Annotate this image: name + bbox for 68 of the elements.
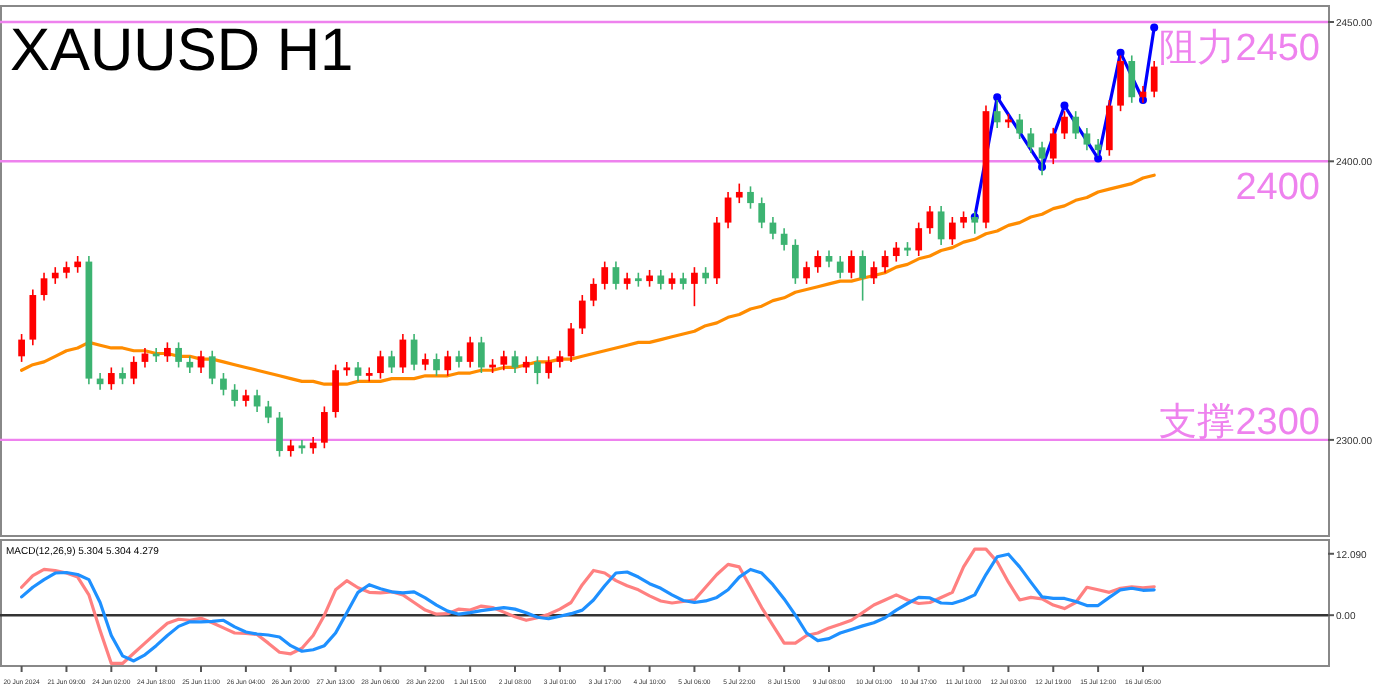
candlestick (780, 227, 788, 252)
candlestick (612, 260, 620, 291)
candlestick (892, 241, 900, 263)
candlestick (332, 363, 339, 419)
candlestick (758, 196, 766, 229)
candlestick (848, 249, 855, 280)
candlestick (354, 361, 362, 383)
candlestick (1027, 127, 1035, 154)
candlestick (40, 271, 48, 302)
candlestick (735, 182, 743, 204)
candlestick (1016, 113, 1023, 140)
candlestick (343, 361, 351, 377)
ref-line-label: 阻力2450 (1159, 28, 1320, 71)
candlestick (1061, 110, 1068, 140)
candlestick (175, 341, 182, 369)
candlestick (130, 355, 138, 385)
point (1116, 48, 1125, 57)
candlestick (545, 355, 553, 380)
candlestick (1105, 99, 1113, 157)
candlestick (208, 349, 216, 385)
candlestick (870, 260, 878, 285)
point (1150, 23, 1159, 32)
ref-line-label: 2400 (1235, 167, 1320, 210)
candlestick (657, 269, 665, 291)
candlestick (803, 260, 810, 285)
candlestick (578, 294, 586, 335)
candlestick (1128, 54, 1136, 104)
point (1060, 101, 1069, 110)
point (993, 93, 1002, 102)
candlestick (466, 336, 474, 369)
candlestick (948, 216, 956, 246)
candlestick (377, 349, 384, 380)
candlestick (1083, 127, 1091, 151)
candlestick (164, 341, 171, 363)
candlestick (937, 205, 945, 246)
point (1094, 154, 1103, 163)
candlestick (691, 266, 698, 307)
candlestick (590, 277, 597, 307)
candlestick (534, 355, 541, 385)
candlestick (567, 322, 575, 363)
candlestick (365, 366, 373, 383)
candlestick (231, 383, 239, 408)
candlestick (264, 400, 272, 424)
candlestick (276, 411, 283, 458)
candlestick (433, 352, 440, 377)
candlestick (836, 255, 844, 280)
chart-title: XAUUSD H1 (10, 18, 354, 84)
candlestick (747, 185, 754, 210)
candlestick (601, 260, 609, 291)
candlestick (107, 366, 115, 391)
candlestick (1150, 60, 1158, 99)
candlestick (444, 349, 452, 377)
candlestick (1072, 110, 1080, 140)
candlestick (791, 238, 799, 285)
candlestick (859, 249, 866, 302)
candlestick (926, 205, 934, 235)
candlestick (18, 333, 25, 363)
candlestick (1049, 127, 1057, 165)
candlestick (388, 349, 396, 374)
candlestick (915, 221, 923, 257)
candlestick (298, 439, 306, 455)
candlestick (814, 249, 822, 274)
candlestick (321, 405, 328, 450)
candlestick (29, 288, 37, 346)
ref-line-label: 支撑2300 (1159, 401, 1320, 444)
candlestick (220, 372, 227, 397)
candlestick (478, 336, 485, 374)
candlestick (500, 349, 508, 372)
